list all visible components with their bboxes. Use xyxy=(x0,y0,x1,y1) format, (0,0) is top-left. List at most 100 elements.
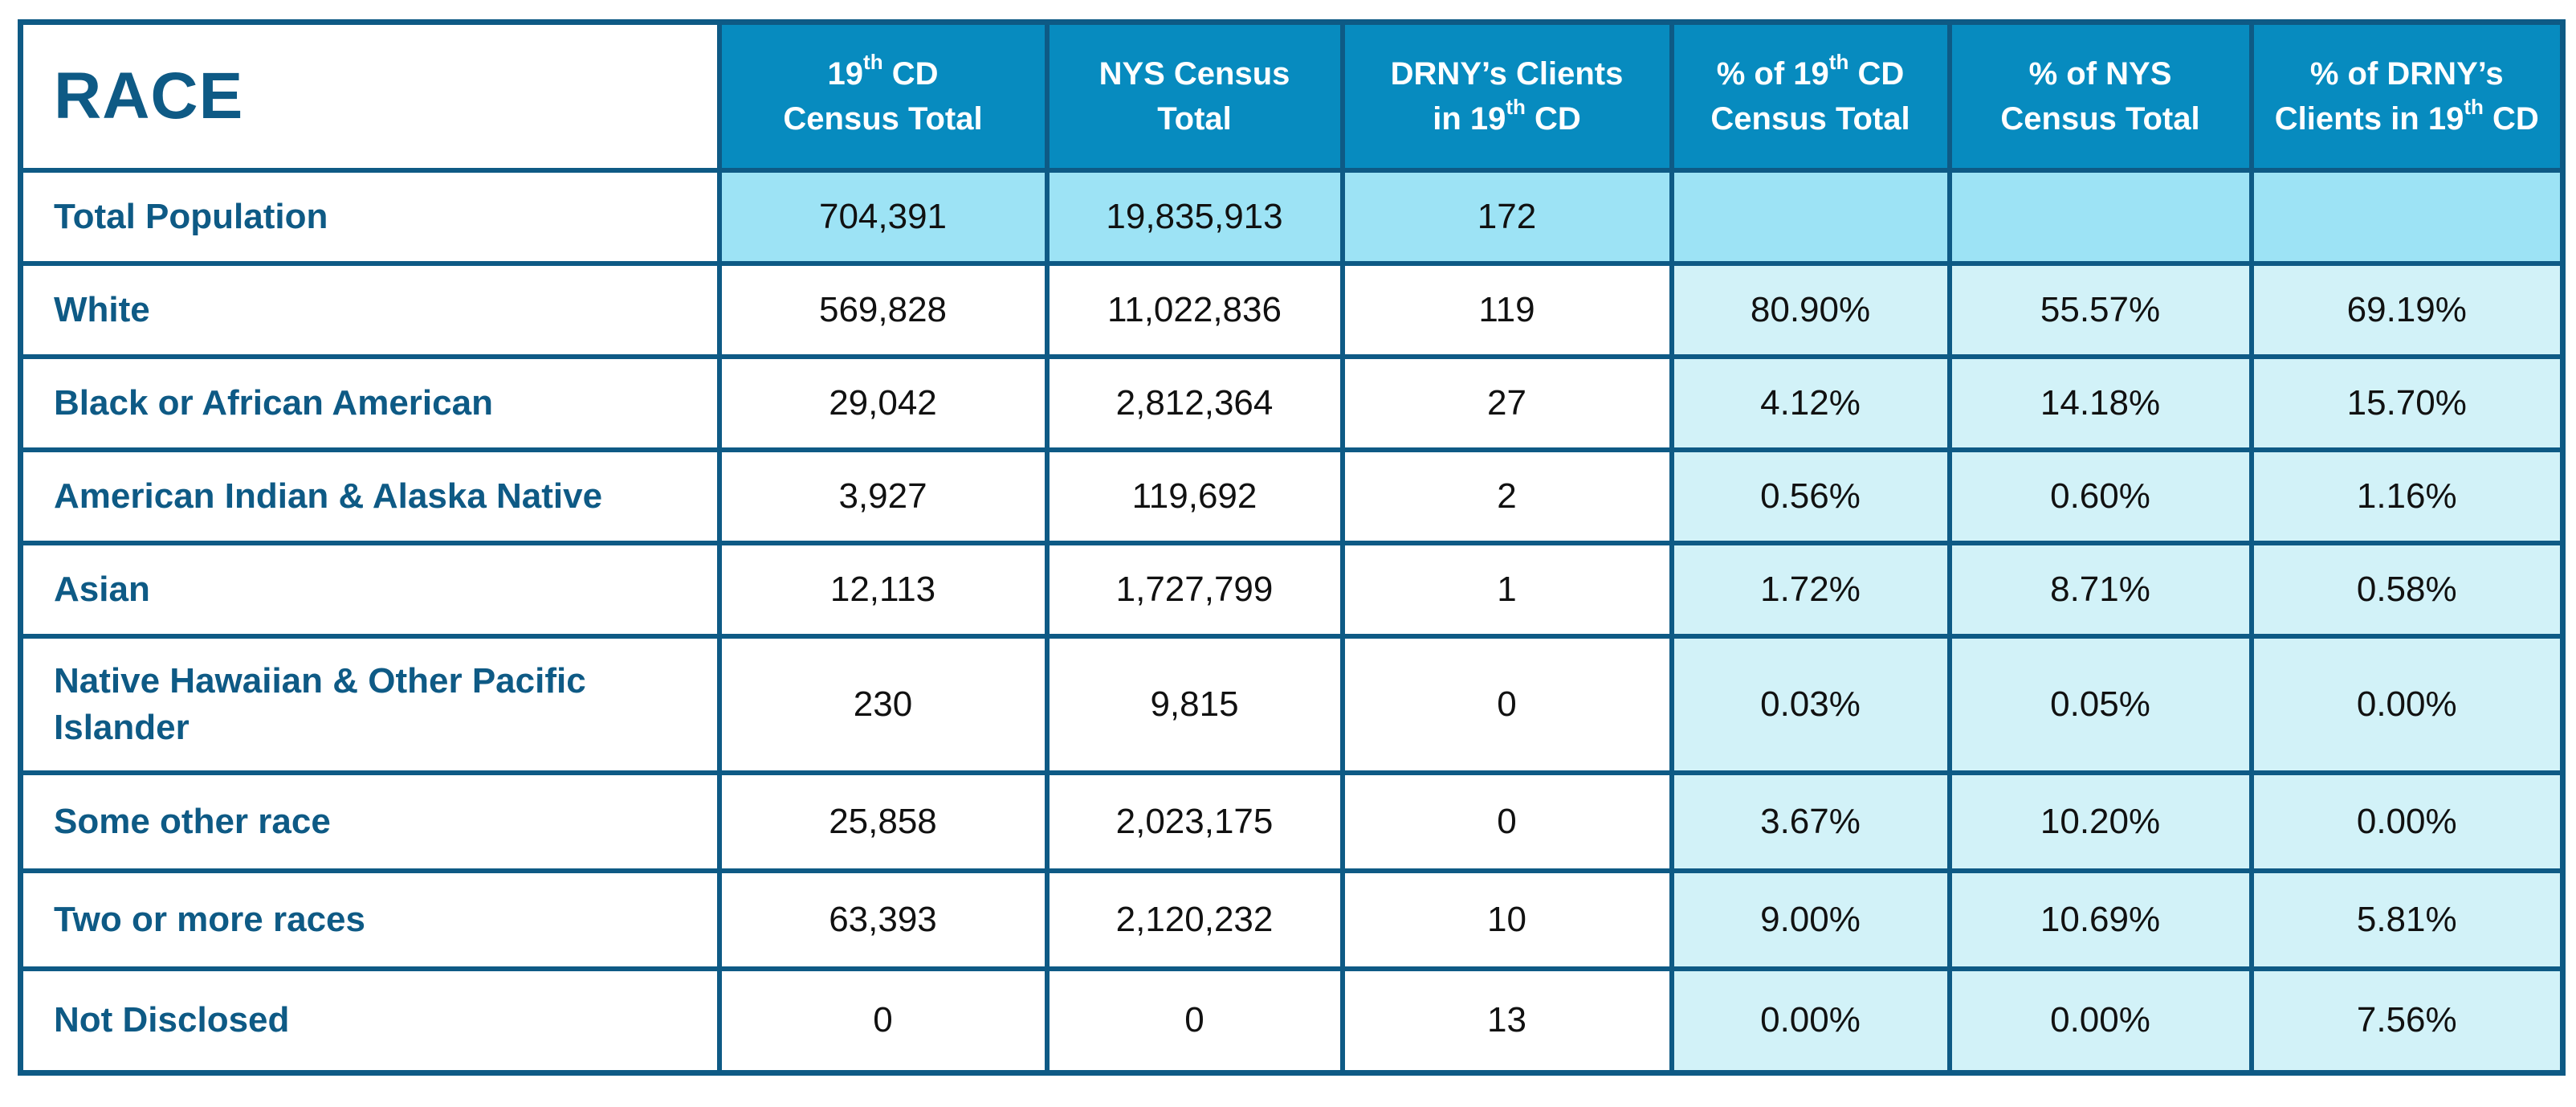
cell-pct-cd: 0.00% xyxy=(1669,966,1952,1076)
row-label: Some other race xyxy=(18,770,722,873)
race-column-header: RACE xyxy=(18,19,722,173)
header-cd-line2: Census Total xyxy=(783,100,983,137)
table-row-american-indian-alaska-native: American Indian & Alaska Native 3,927 11… xyxy=(18,447,2566,545)
cell-pct-nys: 14.18% xyxy=(1946,353,2254,452)
table-row-asian: Asian 12,113 1,727,799 1 1.72% 8.71% 0.5… xyxy=(18,540,2566,639)
header-cd-prefix: 19 xyxy=(827,55,864,92)
cell-pct-drny: 69.19% xyxy=(2248,260,2566,359)
cell-drny-clients: 27 xyxy=(1339,353,1674,452)
header-nys-line2: Total xyxy=(1157,100,1232,137)
cell-pct-nys: 55.57% xyxy=(1946,260,2254,359)
cell-drny-clients: 119 xyxy=(1339,260,1674,359)
cell-pct-drny: 7.56% xyxy=(2248,966,2566,1076)
cell-pct-cd: 80.90% xyxy=(1669,260,1952,359)
cell-nys-census-total: 2,120,232 xyxy=(1044,868,1345,971)
cell-cd-census-total: 0 xyxy=(716,966,1050,1076)
row-label: American Indian & Alaska Native xyxy=(18,447,722,545)
header-drny-line1: DRNY’s Clients xyxy=(1390,55,1624,92)
cell-drny-clients: 0 xyxy=(1339,770,1674,873)
cell-pct-nys: 0.05% xyxy=(1946,633,2254,775)
header-cd-census-total: 19th CD Census Total xyxy=(716,19,1050,173)
cell-cd-census-total: 569,828 xyxy=(716,260,1050,359)
cell-nys-census-total: 11,022,836 xyxy=(1044,260,1345,359)
cell-pct-drny: 1.16% xyxy=(2248,447,2566,545)
row-label: Two or more races xyxy=(18,868,722,971)
row-label: Not Disclosed xyxy=(18,966,722,1076)
cell-pct-nys: 0.00% xyxy=(1946,966,2254,1076)
cell-cd-census-total: 25,858 xyxy=(716,770,1050,873)
cell-cd-census-total: 12,113 xyxy=(716,540,1050,639)
row-label: Total Population xyxy=(18,167,722,266)
header-pct-drny-line2-prefix: Clients in 19 xyxy=(2274,100,2464,137)
header-pct-cd-suffix: CD xyxy=(1848,55,1905,92)
header-cd-sup: th xyxy=(863,50,883,75)
cell-nys-census-total: 9,815 xyxy=(1044,633,1345,775)
cell-pct-nys xyxy=(1946,167,2254,266)
cell-drny-clients: 1 xyxy=(1339,540,1674,639)
cell-cd-census-total: 230 xyxy=(716,633,1050,775)
header-pct-nys-line2: Census Total xyxy=(2000,100,2200,137)
table-header-row: RACE 19th CD Census Total NYS Census Tot… xyxy=(18,19,2566,173)
cell-nys-census-total: 0 xyxy=(1044,966,1345,1076)
cell-cd-census-total: 63,393 xyxy=(716,868,1050,971)
race-table-container: RACE 19th CD Census Total NYS Census Tot… xyxy=(18,19,2566,1076)
header-pct-drny-clients: % of DRNY’s Clients in 19th CD xyxy=(2248,19,2566,173)
cell-pct-drny: 0.00% xyxy=(2248,633,2566,775)
header-drny-line2-prefix: in 19 xyxy=(1433,100,1506,137)
header-pct-cd-line2: Census Total xyxy=(1710,100,1910,137)
header-nys-census-total: NYS Census Total xyxy=(1044,19,1345,173)
cell-pct-cd: 0.56% xyxy=(1669,447,1952,545)
header-pct-nys-line1: % of NYS xyxy=(2028,55,2172,92)
cell-pct-drny: 15.70% xyxy=(2248,353,2566,452)
cell-pct-nys: 0.60% xyxy=(1946,447,2254,545)
table-row-white: White 569,828 11,022,836 119 80.90% 55.5… xyxy=(18,260,2566,359)
cell-drny-clients: 2 xyxy=(1339,447,1674,545)
cell-pct-nys: 8.71% xyxy=(1946,540,2254,639)
cell-drny-clients: 13 xyxy=(1339,966,1674,1076)
cell-nys-census-total: 119,692 xyxy=(1044,447,1345,545)
header-pct-cd-sup: th xyxy=(1828,50,1849,75)
cell-pct-nys: 10.20% xyxy=(1946,770,2254,873)
header-drny-clients: DRNY’s Clients in 19th CD xyxy=(1339,19,1674,173)
header-pct-nys-census: % of NYS Census Total xyxy=(1946,19,2254,173)
cell-pct-drny: 5.81% xyxy=(2248,868,2566,971)
cell-nys-census-total: 2,023,175 xyxy=(1044,770,1345,873)
cell-pct-drny: 0.58% xyxy=(2248,540,2566,639)
header-pct-drny-line2-suffix: CD xyxy=(2483,100,2539,137)
cell-pct-cd: 1.72% xyxy=(1669,540,1952,639)
cell-pct-drny xyxy=(2248,167,2566,266)
header-pct-drny-sup: th xyxy=(2464,95,2484,120)
table-row-two-or-more-races: Two or more races 63,393 2,120,232 10 9.… xyxy=(18,868,2566,971)
cell-nys-census-total: 2,812,364 xyxy=(1044,353,1345,452)
table-row-some-other-race: Some other race 25,858 2,023,175 0 3.67%… xyxy=(18,770,2566,873)
cell-pct-cd: 4.12% xyxy=(1669,353,1952,452)
cell-drny-clients: 0 xyxy=(1339,633,1674,775)
cell-pct-drny: 0.00% xyxy=(2248,770,2566,873)
table-row-black-african-american: Black or African American 29,042 2,812,3… xyxy=(18,353,2566,452)
cell-cd-census-total: 704,391 xyxy=(716,167,1050,266)
cell-nys-census-total: 19,835,913 xyxy=(1044,167,1345,266)
cell-pct-nys: 10.69% xyxy=(1946,868,2254,971)
cell-drny-clients: 10 xyxy=(1339,868,1674,971)
header-cd-suffix: CD xyxy=(882,55,939,92)
cell-drny-clients: 172 xyxy=(1339,167,1674,266)
cell-cd-census-total: 29,042 xyxy=(716,353,1050,452)
header-pct-cd-census: % of 19th CD Census Total xyxy=(1669,19,1952,173)
cell-cd-census-total: 3,927 xyxy=(716,447,1050,545)
header-pct-drny-line1: % of DRNY’s xyxy=(2309,55,2504,92)
cell-pct-cd xyxy=(1669,167,1952,266)
table-row-total-population: Total Population 704,391 19,835,913 172 xyxy=(18,167,2566,266)
table-row-not-disclosed: Not Disclosed 0 0 13 0.00% 0.00% 7.56% xyxy=(18,966,2566,1076)
row-label: Native Hawaiian & Other Pacific Islander xyxy=(18,633,722,775)
row-label: Black or African American xyxy=(18,353,722,452)
table-row-native-hawaiian-pacific-islander: Native Hawaiian & Other Pacific Islander… xyxy=(18,633,2566,775)
cell-nys-census-total: 1,727,799 xyxy=(1044,540,1345,639)
header-pct-cd-prefix: % of 19 xyxy=(1716,55,1829,92)
cell-pct-cd: 3.67% xyxy=(1669,770,1952,873)
header-drny-line2-suffix: CD xyxy=(1525,100,1581,137)
row-label: White xyxy=(18,260,722,359)
cell-pct-cd: 9.00% xyxy=(1669,868,1952,971)
row-label: Asian xyxy=(18,540,722,639)
cell-pct-cd: 0.03% xyxy=(1669,633,1952,775)
race-demographics-table: RACE 19th CD Census Total NYS Census Tot… xyxy=(18,19,2566,1076)
